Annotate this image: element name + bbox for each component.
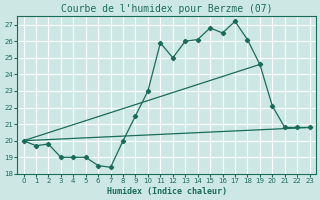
X-axis label: Humidex (Indice chaleur): Humidex (Indice chaleur) bbox=[107, 187, 227, 196]
Title: Courbe de l'humidex pour Berzme (07): Courbe de l'humidex pour Berzme (07) bbox=[61, 4, 272, 14]
